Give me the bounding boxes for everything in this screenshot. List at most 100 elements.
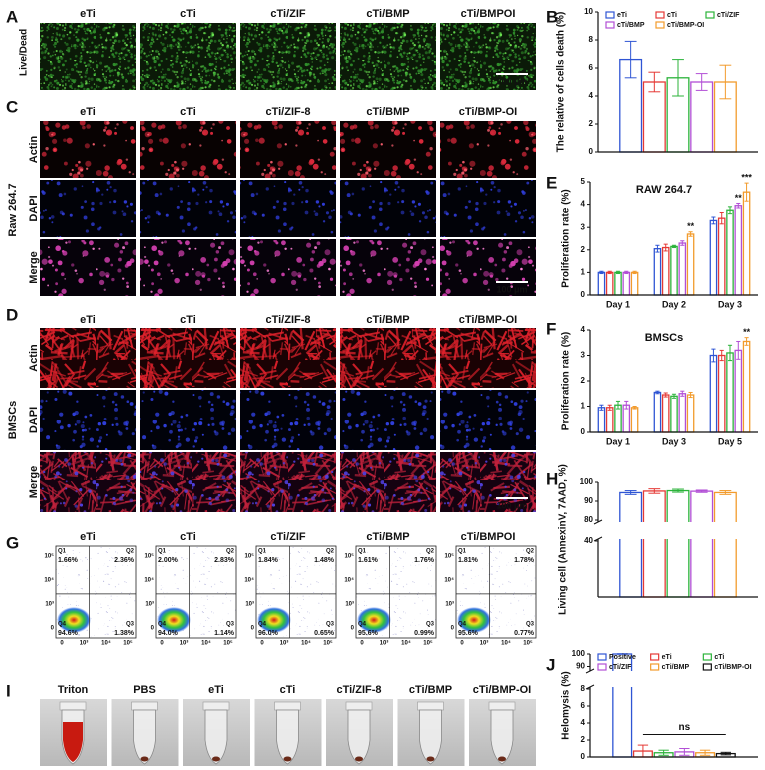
tube-cap — [274, 701, 301, 711]
y-tick-label: 3 — [581, 222, 586, 231]
flow-y-tick: 10⁴ — [244, 578, 254, 584]
quadrant-percent: 2.36% — [114, 557, 135, 564]
flow-y-tick: 0 — [351, 626, 355, 632]
micrograph — [440, 328, 536, 388]
column-header: cTi — [180, 531, 196, 543]
micrograph — [340, 180, 436, 237]
bar — [666, 489, 690, 598]
flow-x-tick: 10⁴ — [401, 641, 411, 647]
y-tick-label: 2 — [581, 376, 586, 385]
row-label: Merge — [28, 251, 40, 283]
micrograph — [340, 328, 436, 388]
x-tick-label: Day 5 — [718, 436, 742, 446]
tube-label: eTi — [208, 684, 224, 696]
flow-x-tick: 10³ — [480, 640, 489, 647]
column-header: cTi — [180, 106, 196, 118]
tube-label: Triton — [58, 684, 89, 696]
bar — [653, 391, 662, 433]
panel-label: E — [546, 173, 557, 192]
error-bar — [624, 40, 637, 79]
quadrant-percent: 1.66% — [58, 557, 79, 564]
panel-label: A — [6, 7, 18, 26]
column-header: cTi/ZIF — [270, 531, 306, 543]
legend-swatch — [655, 11, 665, 19]
flow-y-tick: 10³ — [245, 601, 254, 608]
chart-title: RAW 264.7 — [636, 184, 692, 196]
y-tick-label: 90 — [584, 496, 593, 505]
legend-swatch — [605, 21, 615, 29]
y-tick-label: 5 — [581, 177, 586, 186]
bar — [690, 81, 714, 153]
flow-x-tick: 10⁵ — [223, 641, 233, 647]
column-header: cTi/BMP-OI — [459, 314, 517, 326]
bar — [597, 271, 606, 296]
error-bar — [648, 71, 661, 93]
quadrant-label: Q2 — [426, 549, 435, 555]
flow-x-tick: 0 — [460, 641, 464, 647]
bar — [642, 490, 666, 598]
legend-swatch — [605, 11, 615, 19]
flow-y-tick: 10³ — [45, 601, 54, 608]
legend-swatch — [702, 663, 712, 671]
bar — [726, 209, 734, 296]
legend-label: cTi/ZIF — [717, 12, 740, 19]
live-dead-image — [440, 23, 536, 90]
quadrant-label: Q4 — [58, 622, 67, 628]
micrograph — [440, 452, 536, 512]
micrograph — [240, 121, 336, 178]
break-mark — [593, 519, 603, 525]
y-tick-label: 40 — [584, 536, 593, 545]
tube — [204, 709, 228, 765]
flow-x-tick: 10⁵ — [123, 641, 133, 647]
error-bar — [624, 490, 637, 495]
bar — [619, 491, 643, 598]
error-bar — [699, 749, 711, 756]
density — [357, 607, 391, 633]
y-tick-label: 8 — [589, 35, 594, 44]
flow-y-tick: 10⁴ — [44, 578, 54, 584]
row-label: Raw 264.7 — [7, 183, 19, 236]
column-header: cTi/ZIF-8 — [265, 314, 310, 326]
tube-label: cTi — [280, 684, 296, 696]
column-header: cTi/BMP — [366, 314, 409, 326]
flow-x-tick: 10⁴ — [101, 641, 111, 647]
error-bar — [615, 270, 621, 275]
bar — [670, 245, 678, 296]
scale-label: 100 μm — [496, 500, 527, 510]
micrograph — [40, 121, 136, 178]
column-header: cTi/ZIF-8 — [265, 106, 310, 118]
micrograph — [40, 390, 136, 450]
y-tick-label: 1 — [581, 402, 586, 411]
micrograph — [340, 390, 436, 450]
micrograph — [440, 239, 536, 296]
error-bar — [624, 270, 629, 275]
flow-x-tick: 0 — [260, 641, 264, 647]
error-bar — [672, 488, 684, 493]
tube-cap — [131, 701, 158, 711]
pellet — [426, 756, 435, 762]
tube-cap — [417, 701, 444, 711]
bar — [709, 354, 718, 433]
legend-label: cTi/BMP-OI — [667, 22, 704, 29]
quadrant-label: Q1 — [358, 549, 367, 555]
quadrant-percent: 2.83% — [214, 557, 235, 564]
quadrant-percent: 1.38% — [114, 630, 135, 637]
y-tick-label: 4 — [581, 718, 586, 727]
y-axis-label: Living cell (AnnexinV, 7AAD, %) — [558, 464, 569, 615]
column-header: cTi/BMP-OI — [459, 106, 517, 118]
flow-x-tick: 0 — [360, 641, 364, 647]
quadrant-label: Q4 — [358, 622, 367, 628]
bar — [734, 349, 743, 433]
x-tick-label: Day 2 — [662, 299, 686, 309]
micrograph — [140, 180, 236, 237]
row-label: Actin — [28, 344, 40, 372]
panel-label: J — [546, 655, 555, 674]
error-bar — [655, 390, 660, 395]
pellet — [140, 756, 149, 762]
micrograph — [140, 390, 236, 450]
quadrant-percent: 1.76% — [414, 557, 435, 564]
row-label: DAPI — [28, 195, 40, 221]
bar — [661, 246, 670, 296]
live-dead-image — [240, 23, 336, 90]
live-dead-image — [40, 23, 136, 90]
